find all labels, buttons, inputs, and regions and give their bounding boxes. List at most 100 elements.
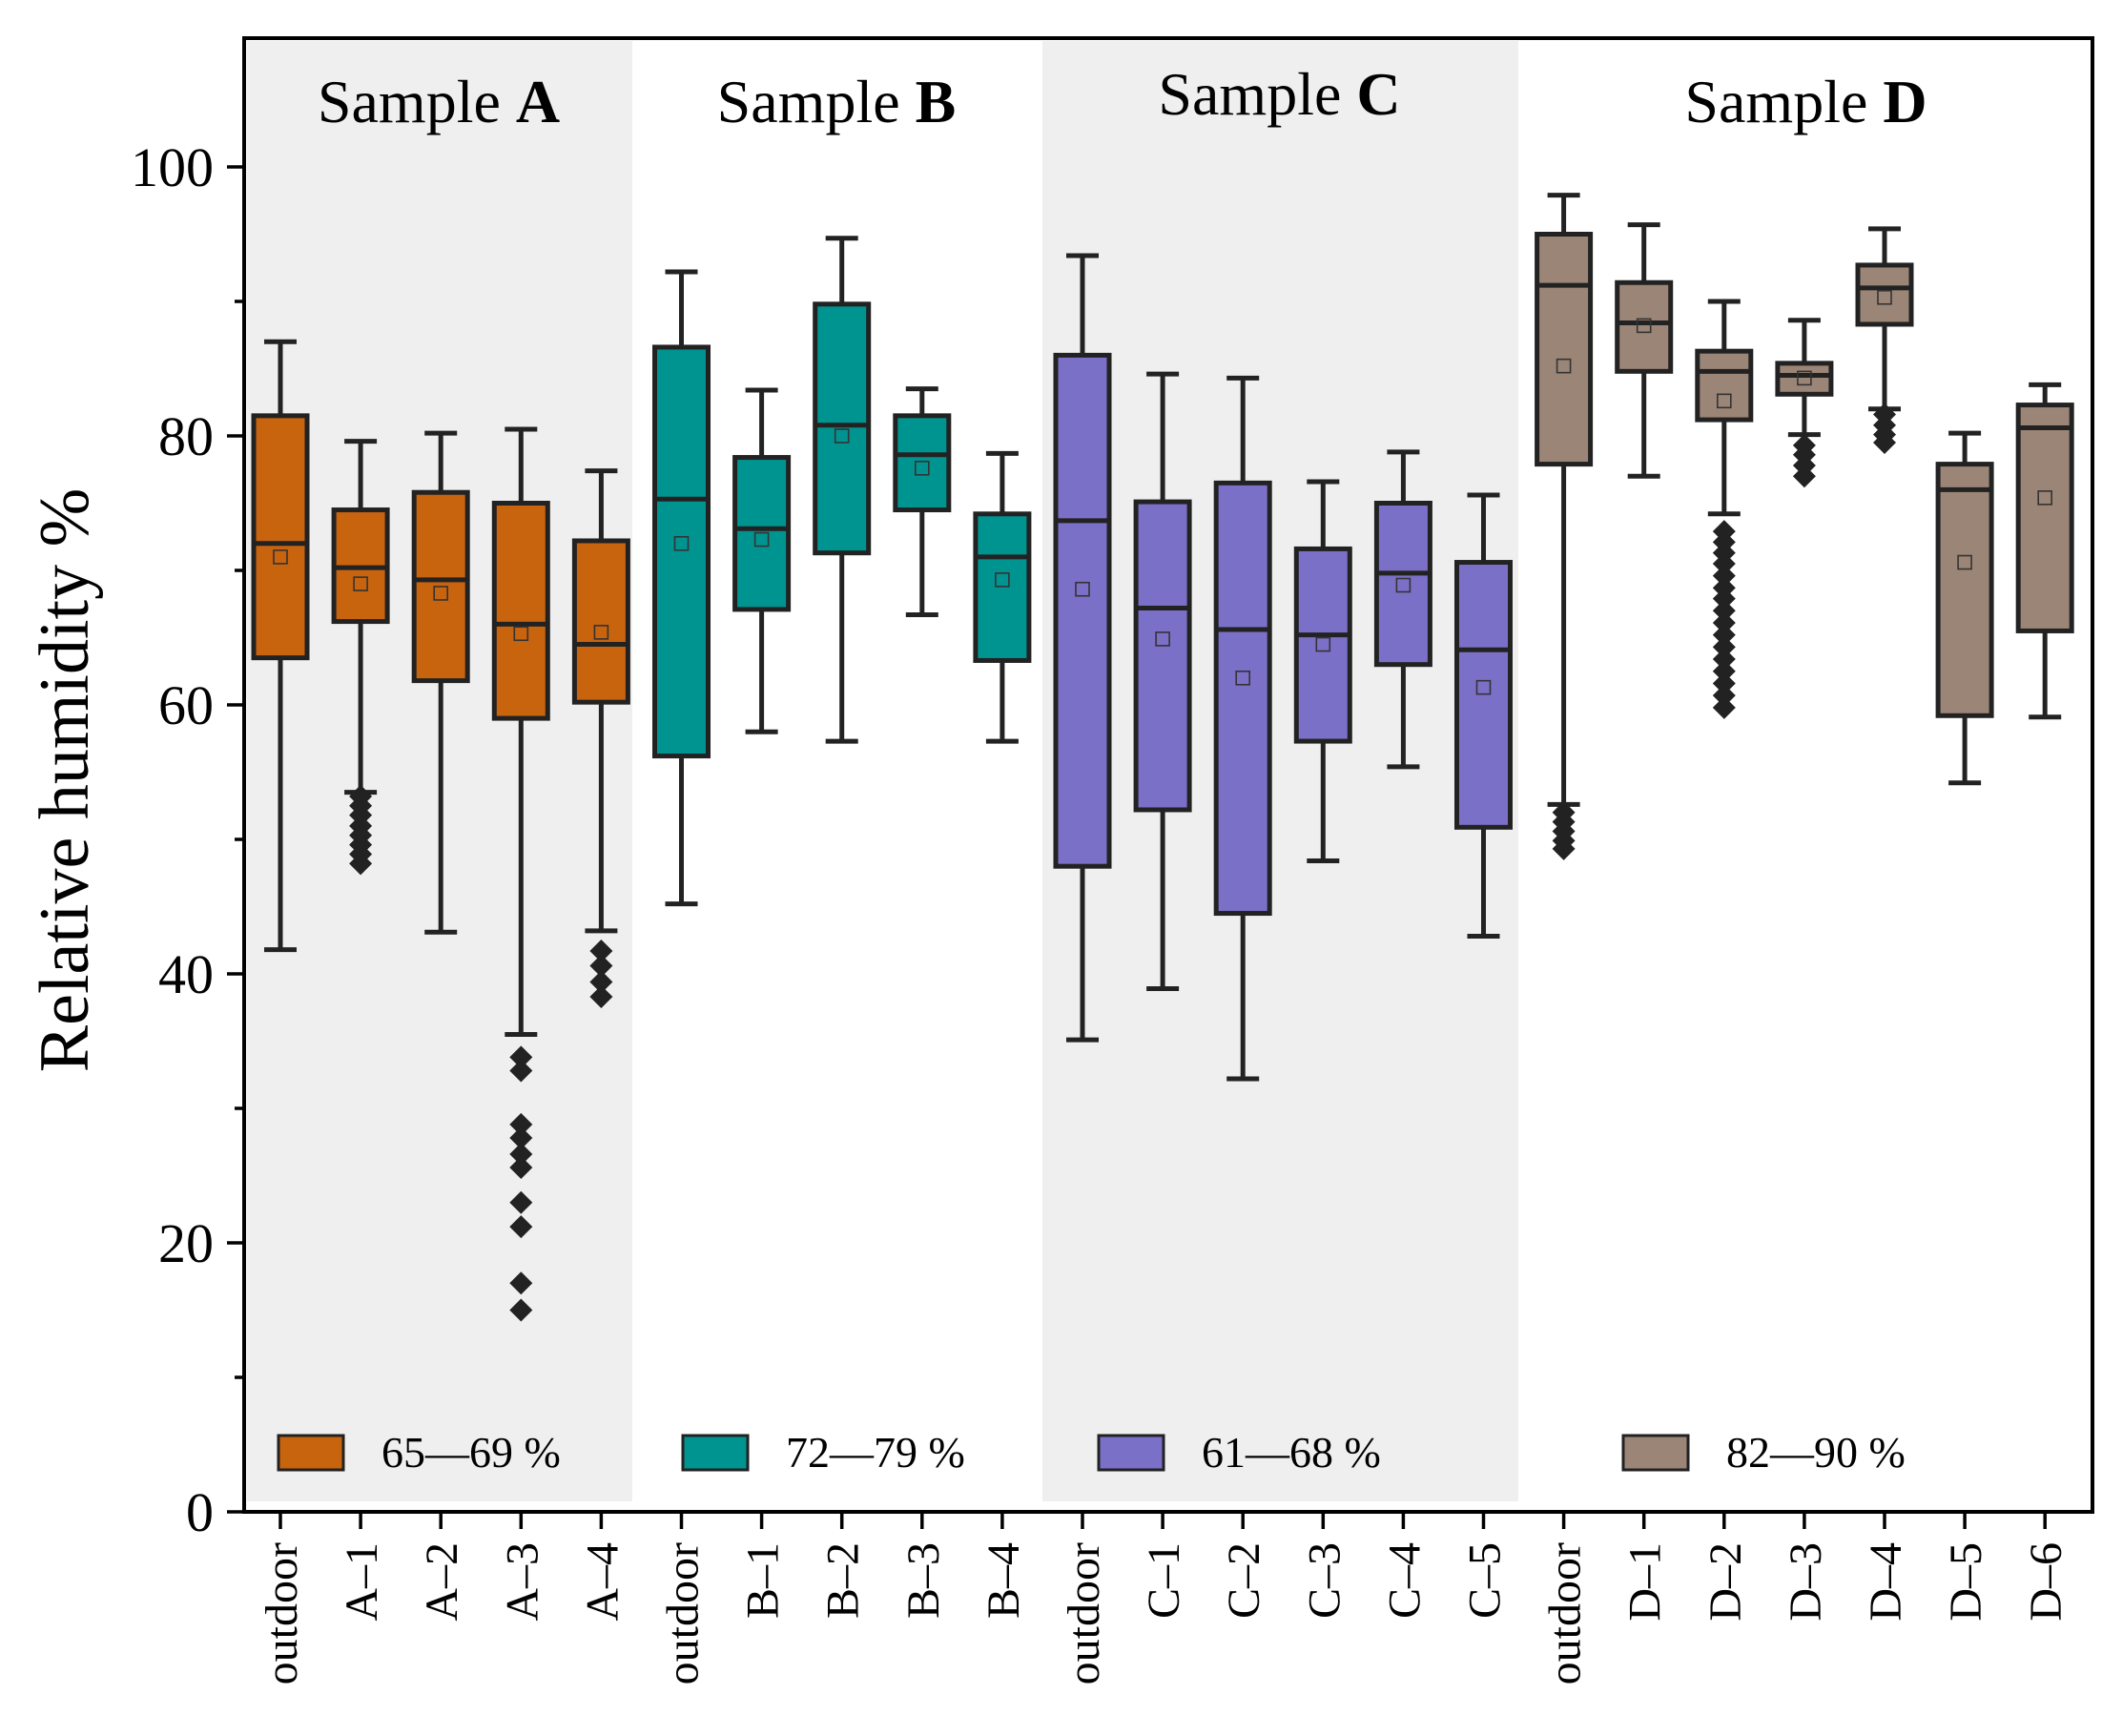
mean-marker — [753, 531, 770, 548]
mean-marker — [353, 576, 368, 591]
x-axis: outdoor A–1 A–2 A–3 A–4 outdoor B–1 B–2 B–3 B–4 ou… — [257, 1512, 2071, 1684]
box-body — [1855, 262, 1914, 327]
x-tick-label: D–2 — [1700, 1542, 1751, 1622]
x-tick-label: C–2 — [1219, 1542, 1269, 1619]
x-tick-label: D–6 — [2021, 1542, 2071, 1622]
group-title-b: Sample B — [717, 68, 957, 135]
box-body — [251, 413, 310, 661]
box-body — [1293, 546, 1352, 744]
legend-swatch-b — [681, 1434, 750, 1472]
outlier-point — [1712, 648, 1736, 672]
box-body — [1535, 232, 1594, 467]
outlier-point — [1712, 672, 1736, 695]
outlier-point — [509, 1142, 533, 1166]
group-titles: Sample A Sample B Sample C Sample D — [318, 60, 1927, 135]
plot-area — [251, 193, 2074, 1322]
box-body — [571, 538, 630, 705]
box-body — [1213, 480, 1272, 917]
y-tick-label: 80 — [158, 405, 214, 467]
x-tick-label: C–5 — [1460, 1542, 1511, 1619]
x-tick-label: A–2 — [417, 1542, 467, 1622]
outlier-point — [509, 1112, 533, 1136]
outlier-point — [509, 1045, 533, 1069]
outlier-point — [1873, 431, 1896, 455]
x-tick-label: C–1 — [1139, 1542, 1189, 1619]
box-body — [1695, 348, 1754, 423]
box-2-1 — [1133, 371, 1192, 992]
legend-swatch-a — [277, 1434, 345, 1472]
mean-marker — [1315, 636, 1331, 652]
mean-marker — [2037, 490, 2052, 506]
x-tick-label: outdoor — [658, 1542, 709, 1684]
outlier-point — [1712, 695, 1736, 719]
outlier-point — [509, 1190, 533, 1214]
box-body — [1775, 361, 1834, 397]
x-tick-label: D–3 — [1781, 1542, 1831, 1622]
outlier-point — [509, 1298, 533, 1322]
outlier-point — [1712, 599, 1736, 623]
legend: 65—69 % 72—79 % 61—68 % 82—90 % — [277, 1428, 1906, 1477]
outlier-point — [509, 1156, 533, 1180]
box-0-2 — [411, 430, 470, 935]
outlier-point — [1712, 659, 1736, 683]
x-tick-label: A–3 — [497, 1542, 547, 1622]
box-2-2 — [1213, 375, 1272, 1082]
box-group-b — [652, 236, 1032, 907]
x-tick-label: A–4 — [577, 1542, 628, 1622]
outlier-point — [1792, 465, 1816, 488]
legend-label-a: 65—69 % — [381, 1428, 561, 1477]
outlier-point — [1712, 623, 1736, 647]
box-group-d — [1535, 193, 2074, 860]
mean-marker — [1877, 289, 1892, 305]
y-axis-label: Relative humidity % — [26, 488, 104, 1072]
box-body — [1935, 462, 1994, 718]
box-group-a — [251, 339, 630, 1322]
outlier-point — [1712, 635, 1736, 659]
box-group-c — [1053, 253, 1513, 1082]
box-1-2 — [813, 236, 872, 744]
box-body — [2015, 403, 2074, 633]
mean-marker — [673, 535, 690, 551]
x-tick-label: D–1 — [1620, 1542, 1671, 1622]
group-title-a: Sample A — [318, 68, 560, 135]
legend-swatch-c — [1097, 1434, 1165, 1472]
y-axis: 0 20 40 60 80 100 — [131, 136, 244, 1543]
box-1-1 — [732, 387, 792, 734]
outlier-point — [1712, 564, 1736, 588]
group-shading — [247, 41, 1518, 1501]
y-tick-label: 60 — [158, 674, 214, 736]
box-body — [491, 501, 550, 721]
box-3-6 — [2015, 382, 2074, 720]
legend-label-d: 82—90 % — [1726, 1428, 1906, 1477]
box-2-3 — [1293, 479, 1352, 864]
x-tick-label: B–2 — [818, 1542, 869, 1619]
box-0-3 — [491, 426, 550, 1322]
mean-marker — [513, 626, 529, 642]
outlier-point — [349, 852, 373, 876]
box-1-3 — [893, 386, 952, 618]
mean-marker — [1717, 393, 1732, 409]
box-body — [1615, 279, 1674, 374]
x-tick-label: outdoor — [1540, 1542, 1591, 1684]
box-0-0 — [251, 339, 310, 953]
mean-marker — [433, 586, 449, 601]
y-tick-label: 100 — [131, 136, 214, 198]
box-body — [893, 413, 952, 513]
x-tick-label: outdoor — [1059, 1542, 1109, 1684]
box-0-4 — [571, 468, 630, 1008]
mean-marker — [1395, 577, 1412, 593]
mean-marker — [273, 549, 288, 565]
outlier-point — [509, 1271, 533, 1295]
group-title-c: Sample C — [1158, 60, 1400, 128]
mean-marker — [593, 625, 609, 640]
box-3-1 — [1615, 222, 1674, 479]
mean-marker — [1636, 318, 1652, 334]
mean-marker — [1075, 581, 1090, 597]
outlier-point — [1712, 587, 1736, 610]
box-3-3 — [1775, 318, 1834, 488]
outlier-point — [589, 954, 613, 978]
box-3-0 — [1535, 193, 1594, 860]
group-shade-c — [1042, 41, 1518, 1501]
box-3-2 — [1695, 299, 1754, 719]
